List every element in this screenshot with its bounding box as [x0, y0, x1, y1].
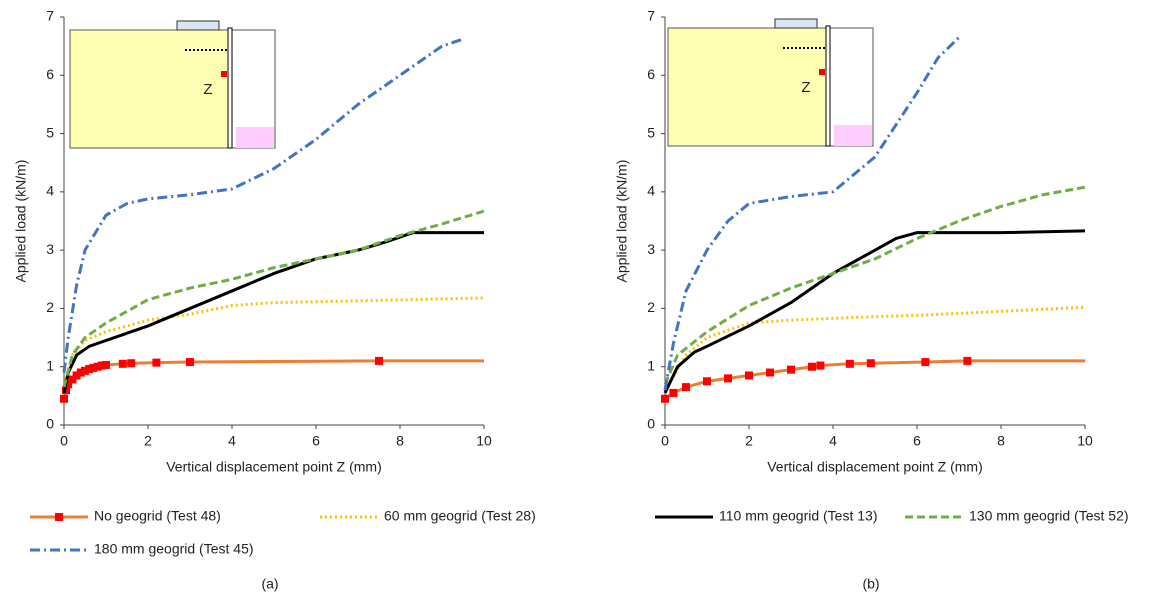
- inset-load: [774, 18, 818, 29]
- data-point: [93, 362, 102, 371]
- data-point: [816, 361, 825, 370]
- y-tick-label: 5: [46, 124, 54, 140]
- y-tick-label: 0: [46, 416, 54, 432]
- data-point: [669, 388, 678, 397]
- data-point: [963, 356, 972, 365]
- series-line: [663, 305, 1086, 391]
- inset-wall: [227, 27, 233, 149]
- y-tick-label: 7: [647, 8, 655, 24]
- y-tick-label: 4: [46, 183, 54, 199]
- x-tick-label: 0: [661, 433, 669, 449]
- data-point: [845, 359, 854, 368]
- y-tick-label: 2: [647, 299, 655, 315]
- data-point: [60, 394, 68, 403]
- y-tick-label: 6: [46, 66, 54, 82]
- inset-point: [819, 69, 825, 75]
- series-line: [62, 359, 484, 400]
- y-tick-label: 6: [647, 66, 655, 82]
- x-tick-label: 8: [997, 433, 1005, 449]
- legend-label: 110 mm geogrid (Test 13): [719, 508, 877, 524]
- data-point: [921, 358, 930, 367]
- data-point: [64, 380, 73, 389]
- y-tick-label: 1: [647, 357, 655, 373]
- x-axis-label: Vertical displacement point Z (mm): [166, 459, 382, 475]
- panel-label: (b): [862, 576, 879, 592]
- legend-label: 130 mm geogrid (Test 52): [969, 508, 1129, 524]
- data-point: [787, 365, 795, 374]
- x-tick-label: 8: [396, 433, 404, 449]
- x-axis-label: Vertical displacement point Z (mm): [767, 459, 983, 475]
- legend-label: 60 mm geogrid (Test 28): [384, 508, 536, 524]
- y-tick-label: 5: [647, 124, 655, 140]
- series-line: [62, 296, 485, 385]
- y-axis-label: Applied load (kN/m): [614, 160, 630, 283]
- data-point: [661, 394, 669, 403]
- x-tick-label: 4: [829, 433, 837, 449]
- inset-label: Z: [203, 81, 212, 98]
- x-tick-label: 6: [913, 433, 921, 449]
- inset-soil: [667, 27, 829, 147]
- legend-label: No geogrid (Test 48): [94, 508, 221, 524]
- inset-wall: [825, 25, 831, 147]
- data-point: [97, 361, 106, 370]
- data-point: [375, 356, 383, 365]
- data-point: [89, 363, 98, 372]
- data-point: [118, 359, 127, 368]
- data-point: [724, 374, 732, 383]
- x-tick-label: 6: [312, 433, 320, 449]
- x-tick-label: 2: [745, 433, 753, 449]
- y-tick-label: 4: [647, 183, 655, 199]
- data-point: [72, 371, 81, 380]
- data-point: [102, 360, 110, 369]
- legend-marker: [55, 513, 63, 521]
- data-point: [81, 366, 89, 375]
- data-point: [745, 371, 753, 380]
- y-tick-label: 1: [46, 357, 54, 373]
- data-point: [703, 377, 711, 386]
- y-tick-label: 3: [647, 241, 655, 257]
- series-line: [663, 229, 1086, 394]
- data-point: [152, 358, 161, 367]
- series-line: [62, 231, 484, 394]
- data-point: [85, 365, 94, 374]
- x-tick-label: 4: [228, 433, 236, 449]
- inset-load: [176, 20, 220, 31]
- y-tick-label: 7: [46, 8, 54, 24]
- x-tick-label: 10: [1077, 433, 1093, 449]
- inset-soil: [69, 29, 231, 149]
- data-point: [68, 375, 77, 384]
- x-tick-label: 0: [60, 433, 68, 449]
- data-point: [682, 383, 690, 392]
- data-point: [127, 359, 136, 368]
- x-tick-label: 10: [476, 433, 492, 449]
- series-line: [62, 209, 485, 388]
- series-line: [62, 37, 464, 373]
- y-tick-label: 0: [647, 416, 655, 432]
- y-axis-label: Applied load (kN/m): [13, 160, 29, 283]
- y-tick-label: 3: [46, 241, 54, 257]
- panel-label: (a): [261, 576, 278, 592]
- data-point: [866, 359, 875, 368]
- data-point: [808, 362, 816, 371]
- inset-label: Z: [801, 79, 810, 96]
- inset-pink: [236, 127, 274, 148]
- y-tick-label: 2: [46, 299, 54, 315]
- inset-pink: [834, 125, 872, 146]
- data-point: [76, 368, 85, 377]
- series-line: [663, 185, 1086, 385]
- data-point: [766, 368, 774, 377]
- x-tick-label: 2: [144, 433, 152, 449]
- data-point: [186, 358, 194, 367]
- legend-label: 180 mm geogrid (Test 45): [94, 541, 254, 557]
- inset-point: [221, 71, 227, 77]
